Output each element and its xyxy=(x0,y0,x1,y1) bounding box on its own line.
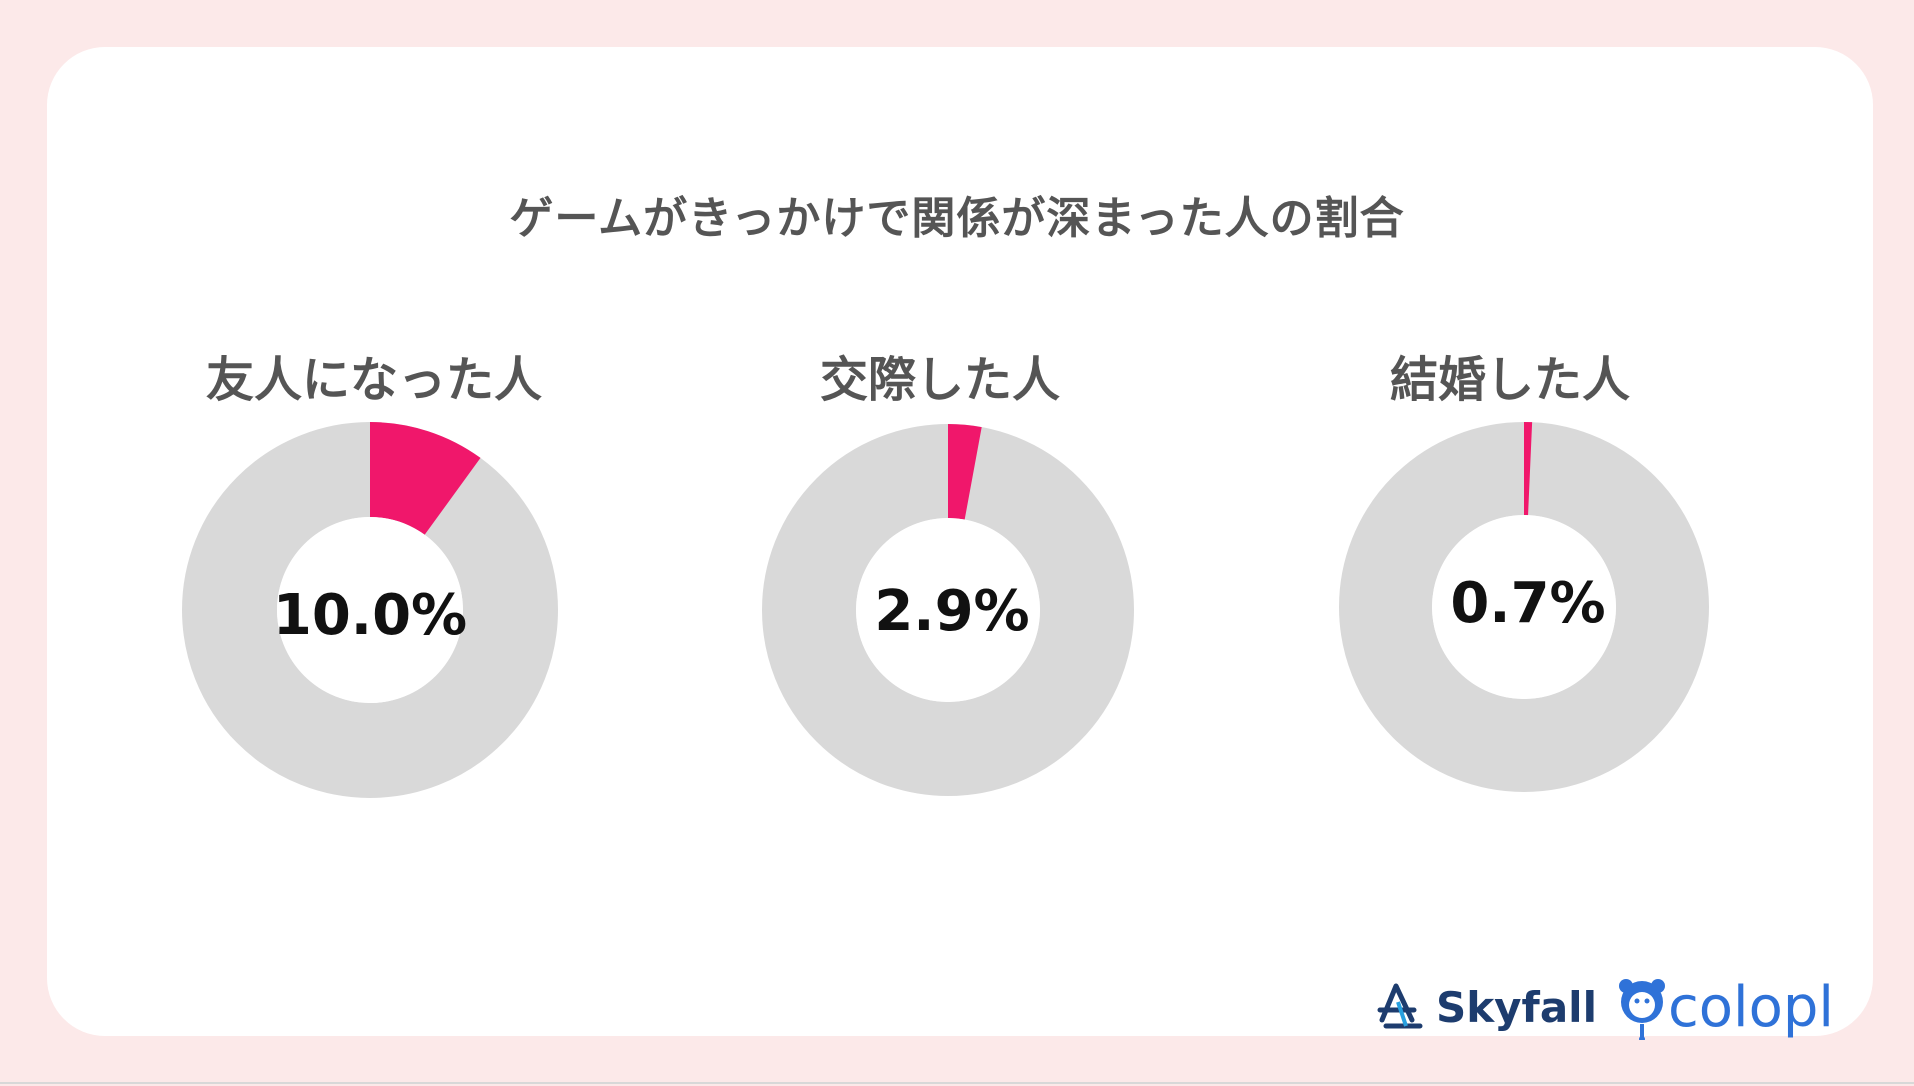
donut-chart-dating: 2.9% xyxy=(762,424,1134,796)
footer-logos: Skyfall colopl xyxy=(1377,975,1834,1040)
skyfall-logo-icon xyxy=(1377,983,1423,1029)
donut-hole-friends xyxy=(277,517,463,703)
donut-value-label-married: 0.7% xyxy=(1450,571,1605,636)
panel-label-dating: 交際した人 xyxy=(819,352,1060,408)
donut-segment-dating xyxy=(948,424,982,520)
donut-hole-married xyxy=(1432,515,1616,699)
donut-segment-married xyxy=(1524,422,1533,516)
panel-label-married: 結婚した人 xyxy=(1389,352,1630,408)
panel-label-friends: 友人になった人 xyxy=(205,352,542,408)
donut-value-label-friends: 10.0% xyxy=(273,583,467,648)
colopl-logo-text: colopl xyxy=(1668,975,1834,1040)
donut-value-label-dating: 2.9% xyxy=(874,579,1029,644)
skyfall-logo-text: Skyfall xyxy=(1436,983,1597,1032)
donut-hole-dating xyxy=(856,518,1040,702)
donut-chart-friends: 10.0% xyxy=(182,422,558,798)
donut-segment-friends xyxy=(370,422,481,535)
bottom-divider xyxy=(0,1082,1914,1084)
donut-chart-married: 0.7% xyxy=(1339,422,1709,792)
colopl-bear-icon xyxy=(1619,979,1665,1040)
chart-title: ゲームがきっかけで関係が深まった人の割合 xyxy=(509,193,1405,244)
